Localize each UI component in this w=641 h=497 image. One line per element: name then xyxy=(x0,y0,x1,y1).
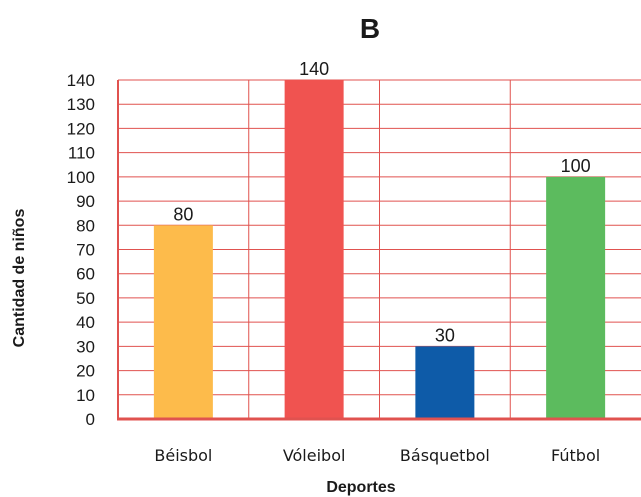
y-axis-tick-labels: 0 10 20 30 40 50 60 70 80 90 100 110 120 130 140 xyxy=(67,71,95,429)
y-tick-label: 130 xyxy=(67,95,95,114)
y-tick-label: 90 xyxy=(76,192,95,211)
y-tick-label: 10 xyxy=(76,386,95,405)
y-tick-label: 70 xyxy=(76,241,95,260)
chart-title: B xyxy=(360,13,380,44)
y-tick-label: 0 xyxy=(86,410,95,429)
y-tick-label: 100 xyxy=(67,168,95,187)
y-tick-label: 50 xyxy=(76,289,95,308)
y-tick-label: 110 xyxy=(68,144,95,163)
category-label: Fútbol xyxy=(551,446,600,465)
bar xyxy=(546,176,606,419)
category-label: Vóleibol xyxy=(283,446,346,465)
category-label: Básquetbol xyxy=(400,446,490,465)
y-tick-label: 40 xyxy=(76,313,95,332)
y-tick-label: 140 xyxy=(67,71,95,90)
data-label: 100 xyxy=(561,156,591,176)
data-label: 80 xyxy=(173,204,193,224)
y-tick-label: 120 xyxy=(67,119,95,138)
category-label: Béisbol xyxy=(154,446,212,465)
data-label: 140 xyxy=(299,59,329,79)
y-tick-label: 30 xyxy=(76,337,95,356)
data-label: 30 xyxy=(435,325,455,345)
y-tick-label: 20 xyxy=(76,362,95,381)
bars xyxy=(153,80,606,419)
y-axis-title: Cantidad de niños xyxy=(11,209,28,348)
bar xyxy=(284,80,344,419)
axes xyxy=(117,80,641,421)
y-tick-label: 60 xyxy=(76,265,95,284)
bar xyxy=(415,346,475,419)
data-labels: 80 140 30 100 xyxy=(173,59,590,345)
x-axis-category-labels: Béisbol Vóleibol Básquetbol Fútbol xyxy=(154,446,600,465)
x-axis-title: Deportes xyxy=(326,479,395,496)
bar xyxy=(153,225,213,419)
y-tick-label: 80 xyxy=(76,216,95,235)
